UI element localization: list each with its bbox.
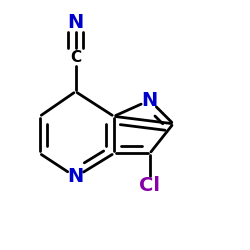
Text: Cl: Cl (139, 176, 160, 195)
Text: C: C (70, 50, 81, 64)
Text: N: N (68, 13, 84, 32)
Text: N: N (142, 91, 158, 110)
Text: N: N (68, 168, 84, 186)
